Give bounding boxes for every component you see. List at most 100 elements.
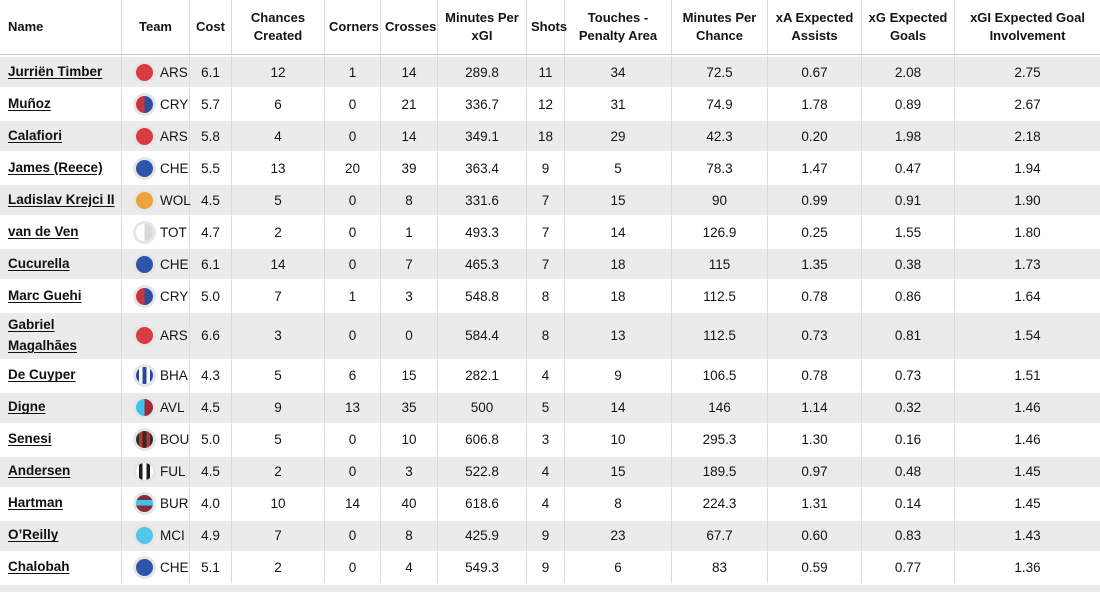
cell-touches_penalty_area: 23 — [565, 518, 672, 551]
cell-minutes_per_chance: 72.5 — [672, 55, 768, 87]
player-link[interactable]: Senesi — [8, 431, 52, 447]
cell-xa: 0.60 — [768, 518, 862, 551]
cell-minutes_per_xgi: 331.6 — [438, 183, 527, 215]
cell-shots: 8 — [527, 311, 565, 359]
team-code: CRY — [160, 96, 189, 112]
cell-cost: 4.0 — [190, 486, 232, 519]
cell-xgi: 1.94 — [955, 151, 1100, 183]
column-header-xg[interactable]: xG Expected Goals — [862, 0, 955, 55]
player-link[interactable]: Andersen — [8, 463, 71, 479]
column-header-shots[interactable]: Shots — [527, 0, 567, 55]
cell-xg: 0.32 — [862, 390, 955, 423]
cell-xgi: 1.36 — [955, 550, 1100, 583]
column-header-chances_created[interactable]: Chances Created — [232, 0, 325, 55]
team: CRY — [125, 95, 189, 113]
cell-xa: 1.35 — [768, 247, 862, 279]
cell-cost: 5.0 — [190, 279, 232, 311]
table-row: De Cuyper BHA 4.3 5 6 15 282.1 4 9 106.5 0.78 0.73 1… — [0, 358, 1100, 391]
team-badge-icon — [136, 367, 153, 385]
team: BOU — [125, 431, 190, 449]
player-name-cell: Hartman — [0, 486, 122, 519]
column-header-team[interactable]: Team — [122, 0, 190, 55]
column-header-xgi[interactable]: xGI Expected Goal Involvement — [955, 0, 1100, 55]
player-link[interactable]: De Cuyper — [8, 367, 76, 383]
column-header-cost[interactable]: Cost — [190, 0, 232, 55]
cell-corners: 1 — [325, 55, 381, 87]
cell-shots: 7 — [527, 215, 565, 247]
cell-xg: 0.77 — [862, 550, 955, 583]
cell-shots: 9 — [527, 518, 565, 551]
cell-cost: 4.9 — [190, 518, 232, 551]
cell-shots: 3 — [527, 422, 565, 455]
player-name-cell: Jurriën Timber — [0, 55, 122, 87]
column-header-minutes_per_xgi[interactable]: Minutes Per xGI — [438, 0, 527, 55]
cell-xa: 1.78 — [768, 87, 862, 119]
cell-chances_created: 10 — [232, 486, 325, 519]
team: TOT — [125, 223, 187, 241]
team-badge-icon — [136, 327, 153, 345]
column-header-touches_penalty_area[interactable]: Touches - Penalty Area — [565, 0, 672, 55]
cell-xa: 1.47 — [768, 151, 862, 183]
cell-xg: 0.91 — [862, 183, 955, 215]
column-header-corners[interactable]: Corners — [325, 0, 381, 55]
player-link[interactable]: Muñoz — [8, 95, 51, 111]
table-row-clipped — [0, 582, 1100, 592]
table-row: Senesi BOU 5.0 5 0 10 606.8 3 10 295.3 1.30 0.16 1.4… — [0, 422, 1100, 455]
team: FUL — [125, 463, 186, 481]
cell-xa: 1.14 — [768, 390, 862, 423]
team-code: CHE — [160, 160, 189, 176]
cell-xg: 0.73 — [862, 358, 955, 391]
player-link[interactable]: Digne — [8, 399, 46, 415]
player-link[interactable]: Chalobah — [8, 559, 70, 575]
cell-minutes_per_chance: 189.5 — [672, 454, 768, 487]
cell-corners: 0 — [325, 311, 381, 359]
player-link[interactable]: Jurriën Timber — [8, 63, 103, 79]
player-name-cell: De Cuyper — [0, 358, 122, 391]
team: BUR — [125, 495, 189, 513]
cell-chances_created: 2 — [232, 454, 325, 487]
player-link[interactable]: Hartman — [8, 495, 63, 511]
cell-xa: 1.30 — [768, 422, 862, 455]
cell-minutes_per_chance: 78.3 — [672, 151, 768, 183]
column-header-minutes_per_chance[interactable]: Minutes Per Chance — [672, 0, 768, 55]
cell-shots: 12 — [527, 87, 565, 119]
player-name-cell: Calafiori — [0, 119, 122, 151]
cell-xg: 0.81 — [862, 311, 955, 359]
cell-touches_penalty_area: 15 — [565, 183, 672, 215]
cell-minutes_per_chance: 112.5 — [672, 279, 768, 311]
cell-shots: 4 — [527, 454, 565, 487]
cell-cost: 5.5 — [190, 151, 232, 183]
cell-minutes_per_xgi: 425.9 — [438, 518, 527, 551]
player-link[interactable]: Calafiori — [8, 127, 63, 143]
team-code: ARS — [160, 64, 188, 80]
team-cell: CRY — [122, 87, 190, 119]
player-link[interactable]: Gabriel Magalhães — [8, 317, 78, 353]
team-cell: BUR — [122, 486, 190, 519]
column-header-name[interactable]: Name — [0, 0, 122, 55]
table-row: Digne AVL 4.5 9 13 35 500 5 14 146 1.14 0.32 1.46 — [0, 390, 1100, 423]
player-link[interactable]: van de Ven — [8, 223, 79, 239]
player-link[interactable]: O’Reilly — [8, 527, 59, 543]
cell-xgi: 1.45 — [955, 486, 1100, 519]
cell-corners: 0 — [325, 183, 381, 215]
cell-touches_penalty_area: 31 — [565, 87, 672, 119]
table-row: Chalobah CHE 5.1 2 0 4 549.3 9 6 83 0.59 0.77 1.36 — [0, 550, 1100, 583]
cell-shots: 4 — [527, 358, 565, 391]
cell-shots: 9 — [527, 151, 565, 183]
cell-minutes_per_chance: 74.9 — [672, 87, 768, 119]
player-link[interactable]: Marc Guehi — [8, 287, 82, 303]
team-cell: ARS — [122, 55, 190, 87]
column-header-crosses[interactable]: Crosses — [381, 0, 438, 55]
player-link[interactable]: Cucurella — [8, 255, 70, 271]
table-header: Name Team Cost Chances Created Corners Crosse… — [0, 0, 1100, 55]
player-link[interactable]: Ladislav Krejci II — [8, 191, 115, 207]
cell-xa: 0.59 — [768, 550, 862, 583]
column-header-xa[interactable]: xA Expected Assists — [768, 0, 862, 55]
cell-xg: 0.38 — [862, 247, 955, 279]
cell-cost: 6.6 — [190, 311, 232, 359]
team-code: BOU — [160, 432, 190, 448]
cell-xgi: 1.64 — [955, 279, 1100, 311]
player-link[interactable]: James (Reece) — [8, 159, 103, 175]
cell-xa: 0.73 — [768, 311, 862, 359]
cell-xa: 0.78 — [768, 279, 862, 311]
